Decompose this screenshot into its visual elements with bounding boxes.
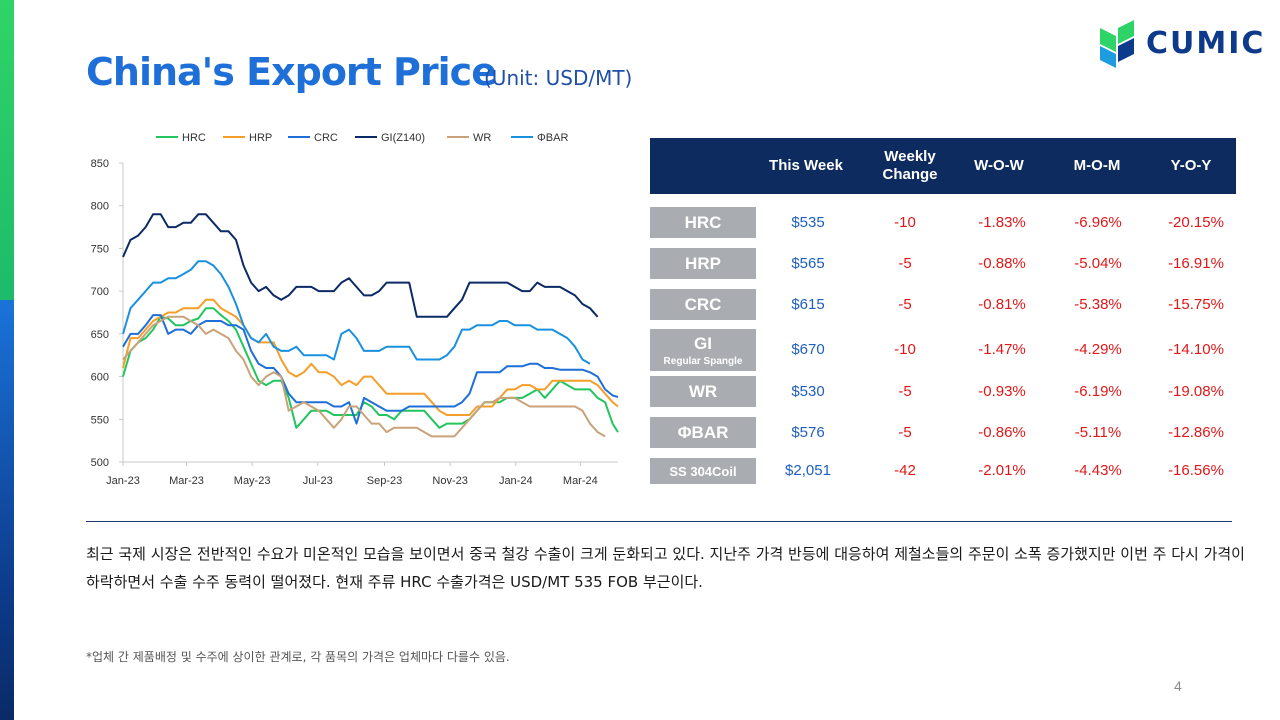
y-tick-label: 700 (91, 286, 109, 298)
table-header-1: Weekly Change (882, 148, 938, 183)
table-cell-wow: -0.93% (978, 382, 1026, 400)
y-tick-label: 500 (91, 457, 109, 469)
legend-label: HRC (182, 132, 206, 144)
table-cell-this-week: $576 (791, 423, 825, 441)
row-label-text: WR (688, 381, 718, 401)
y-tick-label: 650 (91, 329, 109, 341)
table-cell-yoy: -14.10% (1168, 341, 1224, 358)
market-commentary: 최근 국제 시장은 전반적인 수요가 미온적인 모습을 보이면서 중국 철강 수… (86, 545, 1245, 591)
table-cell-wow: -0.88% (978, 254, 1026, 272)
legend-label: GI(Z140) (381, 132, 425, 144)
series-line-giz140 (122, 213, 599, 318)
table-cell-mom: -6.19% (1074, 382, 1122, 400)
legend-label: CRC (314, 132, 338, 144)
table-cell-this-week: $670 (791, 341, 825, 358)
row-label-text: SS 304Coil (669, 463, 737, 479)
table-cell-this-week: $530 (791, 382, 825, 400)
table-cell-wow: -1.83% (978, 213, 1026, 231)
table-header-3: M-O-M (1073, 157, 1121, 174)
table-header-4: Y-O-Y (1170, 157, 1212, 174)
section-divider (86, 521, 1232, 522)
page-title: China's Export Price (86, 50, 497, 94)
legend-label: ΦBAR (537, 132, 568, 144)
side-accent-blue (0, 300, 14, 720)
row-label: HRP (650, 248, 756, 279)
table-cell-mom: -4.43% (1074, 462, 1122, 479)
table-cell-weekly-change: -42 (894, 462, 916, 479)
cumic-logo-mark (1100, 20, 1134, 68)
table-cell-yoy: -19.08% (1168, 382, 1224, 400)
row-label-text: GI (694, 333, 712, 353)
x-tick-label: Jan-24 (499, 475, 533, 487)
x-tick-label: Jan-23 (106, 475, 140, 487)
row-label: ΦBAR (650, 417, 756, 448)
table-cell-wow: -0.86% (978, 423, 1026, 441)
table-cell-yoy: -16.56% (1168, 462, 1224, 479)
series-line-hrp (122, 298, 619, 416)
table-cell-weekly-change: -10 (894, 341, 916, 358)
cumic-logo: CUMIC (1096, 18, 1263, 70)
table-cell-this-week: $565 (791, 254, 825, 272)
page-number: 4 (1174, 678, 1182, 694)
price-table-header: This Week Weekly Change W-O-W M-O-M Y-O-Y (650, 138, 1236, 194)
table-cell-wow: -0.81% (978, 295, 1026, 313)
row-label: GI Regular Spangle (650, 329, 756, 371)
series-line-wr (122, 315, 606, 438)
table-cell-weekly-change: -10 (894, 213, 916, 231)
table-header-0: This Week (769, 157, 843, 174)
table-cell-mom: -5.04% (1074, 254, 1122, 272)
table-cell-weekly-change: -5 (898, 254, 912, 272)
legend-label: HRP (249, 132, 272, 144)
x-tick-label: Sep-23 (367, 475, 402, 487)
table-cell-mom: -4.29% (1074, 341, 1122, 358)
row-label-text: HRC (684, 212, 722, 232)
cumic-logo-text: CUMIC (1146, 26, 1266, 61)
table-cell-yoy: -15.75% (1168, 295, 1224, 313)
row-label: CRC (650, 289, 756, 320)
y-tick-label: 800 (91, 201, 109, 213)
table-cell-this-week: $615 (791, 295, 825, 313)
side-accent-green (0, 0, 14, 300)
table-header-2: W-O-W (974, 157, 1024, 174)
table-cell-yoy: -12.86% (1168, 423, 1224, 441)
side-accent-bar (0, 0, 14, 720)
y-tick-label: 550 (91, 414, 109, 426)
table-cell-yoy: -16.91% (1168, 254, 1224, 272)
table-cell-weekly-change: -5 (898, 423, 912, 441)
footnote: *업체 간 제품배정 및 수주에 상이한 관계로, 각 품목의 가격은 업체마다… (86, 650, 510, 664)
table-cell-wow: -2.01% (978, 462, 1026, 479)
table-cell-weekly-change: -5 (898, 382, 912, 400)
legend-label: WR (473, 132, 491, 144)
table-cell-mom: -5.11% (1074, 423, 1122, 441)
row-label-text: ΦBAR (677, 422, 729, 442)
y-tick-label: 600 (91, 372, 109, 384)
x-tick-label: Mar-24 (563, 475, 598, 487)
table-cell-this-week: $2,051 (785, 462, 831, 479)
table-cell-mom: -6.96% (1074, 213, 1122, 231)
table-cell-mom: -5.38% (1074, 295, 1122, 313)
y-tick-label: 750 (91, 243, 109, 255)
x-tick-label: Jul-23 (303, 475, 333, 487)
row-label: SS 304Coil (650, 458, 756, 484)
row-label: WR (650, 376, 756, 407)
row-label-subtext: Regular Spangle (663, 355, 743, 367)
series-line-bar (122, 260, 591, 365)
table-cell-yoy: -20.15% (1168, 213, 1224, 231)
x-tick-label: Nov-23 (432, 475, 467, 487)
x-tick-label: May-23 (234, 475, 271, 487)
row-label-text: CRC (684, 294, 722, 314)
x-tick-label: Mar-23 (169, 475, 204, 487)
table-cell-weekly-change: -5 (898, 295, 912, 313)
row-label: HRC (650, 207, 756, 238)
export-price-chart: 500 550 600 650 700 750 800 850 Jan-23 Mar-23 May-… (91, 132, 619, 487)
table-cell-wow: -1.47% (978, 341, 1026, 358)
unit-label: (Unit: USD/MT) (484, 66, 633, 90)
series-line-crc (122, 314, 619, 425)
y-tick-label: 850 (91, 158, 109, 170)
row-label-text: HRP (685, 253, 721, 273)
table-cell-this-week: $535 (791, 213, 825, 231)
